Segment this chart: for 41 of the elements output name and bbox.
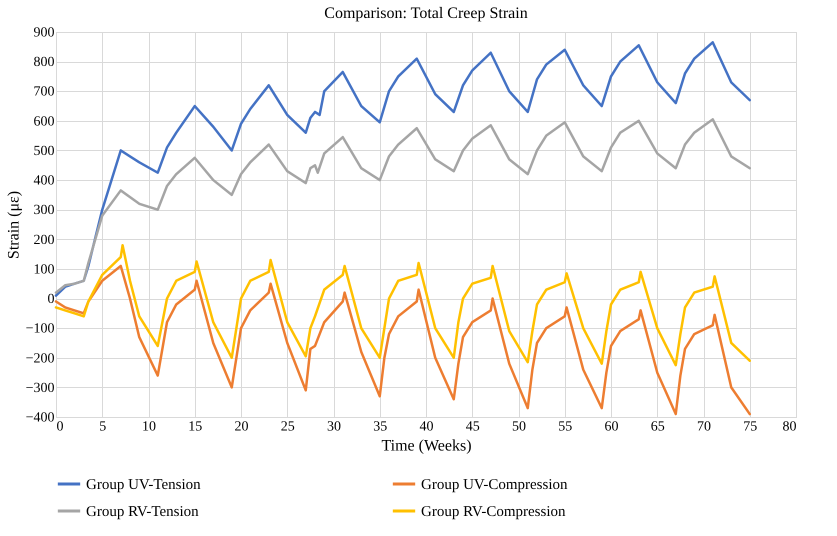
y-tick-label: 700 — [34, 84, 54, 100]
x-tick-label: 80 — [782, 420, 796, 434]
legend-label: Group RV-Tension — [86, 504, 200, 520]
y-tick-label: 900 — [34, 26, 54, 40]
x-tick-label: 20 — [234, 420, 248, 434]
y-tick-label: 100 — [34, 262, 54, 278]
y-tick-label: 500 — [34, 144, 54, 159]
y-tick-label: −200 — [26, 351, 54, 366]
y-tick-label: 200 — [34, 232, 54, 248]
line-series — [54, 244, 751, 366]
x-tick-label: 40 — [420, 420, 434, 434]
x-tick-label: 50 — [512, 420, 526, 434]
x-tick-label: 25 — [280, 420, 295, 434]
x-tick-label: 70 — [697, 420, 711, 434]
y-tick-label: −400 — [26, 410, 54, 426]
chart-title: Comparison: Total Creep Strain — [324, 5, 528, 22]
x-tick-label: 60 — [604, 420, 618, 434]
x-tick-label: 15 — [188, 420, 202, 434]
y-tick-label: 600 — [34, 114, 54, 130]
x-tick-label: 55 — [558, 420, 572, 434]
y-tick-label: 800 — [34, 55, 54, 70]
legend-label: Group UV-Tension — [86, 477, 202, 493]
legend-label: Group RV-Compression — [421, 504, 566, 520]
line-series — [54, 41, 751, 297]
line-series — [54, 264, 751, 416]
x-tick-label: 75 — [743, 420, 758, 434]
x-axis-title: Time (Weeks) — [381, 438, 472, 454]
x-tick-label: 45 — [466, 420, 480, 434]
x-tick-label: 65 — [650, 420, 665, 434]
y-tick-label: 300 — [34, 203, 54, 218]
x-tick-label: 5 — [99, 420, 106, 434]
x-tick-label: 10 — [142, 420, 156, 434]
y-tick-label: −100 — [26, 322, 54, 337]
x-tick-label: 30 — [327, 420, 341, 434]
legend-label: Group UV-Compression — [421, 477, 568, 493]
y-axis-title: Strain (με) — [6, 190, 23, 260]
y-tick-label: −300 — [26, 380, 54, 396]
y-tick-label: 0 — [48, 292, 54, 308]
line-series — [54, 118, 751, 294]
y-tick-label: 400 — [34, 174, 54, 189]
x-tick-label: 35 — [373, 420, 388, 434]
